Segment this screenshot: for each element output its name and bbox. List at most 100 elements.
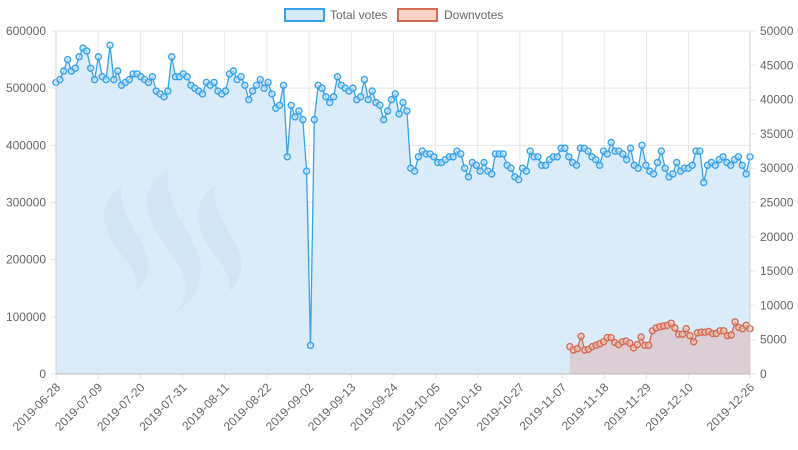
total-votes-point [711, 161, 719, 170]
total-votes-point [264, 78, 272, 87]
downvotes-point [727, 331, 735, 339]
y-left-tick-label: 200000 [6, 253, 46, 267]
total-votes-point [322, 92, 330, 101]
total-votes-point [148, 72, 157, 81]
y-left-tick-label: 500000 [6, 81, 46, 95]
total-votes-point [464, 173, 473, 181]
legend-label-total-votes[interactable]: Total votes [330, 8, 387, 22]
downvotes-point [686, 331, 694, 340]
total-votes-point [326, 98, 334, 107]
total-votes-point [144, 78, 153, 87]
total-votes-point [329, 92, 338, 101]
total-votes-point [183, 72, 191, 81]
total-votes-point [638, 141, 646, 150]
total-votes-point [457, 150, 465, 158]
total-votes-point [164, 87, 172, 95]
total-votes-point [430, 153, 438, 161]
downvotes-point [731, 318, 739, 326]
y-right-tick-label: 45000 [760, 58, 794, 72]
total-votes-point [719, 153, 727, 161]
total-votes-point [210, 78, 218, 87]
total-votes-point [449, 153, 457, 161]
total-votes-point [380, 115, 388, 124]
total-votes-point [738, 161, 746, 170]
y-right-tick-label: 25000 [760, 196, 794, 210]
total-votes-point [245, 95, 253, 104]
total-votes-point [387, 95, 396, 104]
total-votes-point [642, 161, 650, 170]
y-left-tick-label: 100000 [6, 310, 46, 324]
total-votes-point [488, 170, 496, 178]
total-votes-point [534, 153, 542, 161]
total-votes-point [526, 147, 534, 155]
total-votes-point [619, 150, 627, 158]
total-votes-point [102, 75, 110, 84]
total-votes-point [306, 341, 315, 350]
total-votes-point [252, 81, 261, 90]
total-votes-point [110, 75, 118, 84]
total-votes-point [167, 53, 176, 61]
total-votes-point [295, 107, 303, 115]
total-votes-point [515, 175, 523, 184]
legend-swatch-downvotes[interactable] [397, 8, 438, 22]
total-votes-point [688, 161, 696, 170]
total-votes-point [248, 87, 257, 95]
total-votes-point [287, 101, 295, 110]
total-votes-point [480, 158, 488, 167]
total-votes-point [383, 107, 392, 115]
total-votes-point [507, 164, 515, 172]
total-votes-point [472, 161, 480, 170]
downvotes-point [671, 324, 679, 332]
downvotes-point [626, 339, 634, 347]
x-tick-label: 2019-12-26 [704, 380, 758, 434]
y-right-tick-label: 0 [760, 367, 767, 381]
total-votes-point [310, 115, 318, 124]
legend-label-downvotes[interactable]: Downvotes [444, 8, 503, 22]
total-votes-point [75, 53, 83, 61]
downvotes-point [678, 330, 687, 338]
total-votes-point [742, 170, 750, 178]
total-votes-point [360, 75, 369, 84]
total-votes-point [522, 167, 531, 175]
legend-swatch-total-votes[interactable] [284, 8, 325, 22]
total-votes-point [700, 178, 708, 187]
downvotes-point [644, 341, 653, 349]
y-right-tick-label: 15000 [760, 264, 794, 278]
total-votes-point [395, 110, 403, 118]
total-votes-point [657, 147, 665, 155]
total-votes-point [160, 92, 168, 101]
downvotes-point [720, 327, 728, 335]
total-votes-point [669, 170, 677, 178]
total-votes-point [94, 53, 103, 61]
total-votes-point [584, 147, 592, 155]
total-votes-point [86, 64, 95, 72]
total-votes-point [572, 161, 581, 170]
total-votes-point [260, 84, 268, 92]
legend[interactable]: Total votes Downvotes [284, 8, 503, 22]
total-votes-point [696, 147, 704, 155]
total-votes-point [125, 75, 134, 84]
total-votes-point [542, 161, 550, 170]
total-votes-point [90, 75, 99, 84]
total-votes-point [592, 155, 600, 164]
total-votes-point [727, 161, 735, 170]
total-votes-point [661, 164, 669, 172]
downvotes-point [690, 338, 698, 346]
total-votes-point [626, 144, 635, 152]
total-votes-point [368, 87, 376, 95]
total-votes-point [256, 75, 264, 84]
total-votes-point [403, 107, 411, 115]
series-layer [52, 41, 754, 375]
total-votes-point [241, 81, 249, 90]
total-votes-point [268, 90, 276, 98]
y-left-tick-label: 600000 [6, 24, 46, 38]
total-votes-point [299, 115, 307, 124]
total-votes-point [391, 90, 399, 98]
total-votes-point [649, 170, 658, 178]
total-votes-point [734, 153, 743, 161]
total-votes-point [302, 167, 311, 175]
total-votes-point [56, 75, 64, 84]
total-votes-point [499, 150, 507, 158]
total-votes-point [60, 67, 68, 75]
